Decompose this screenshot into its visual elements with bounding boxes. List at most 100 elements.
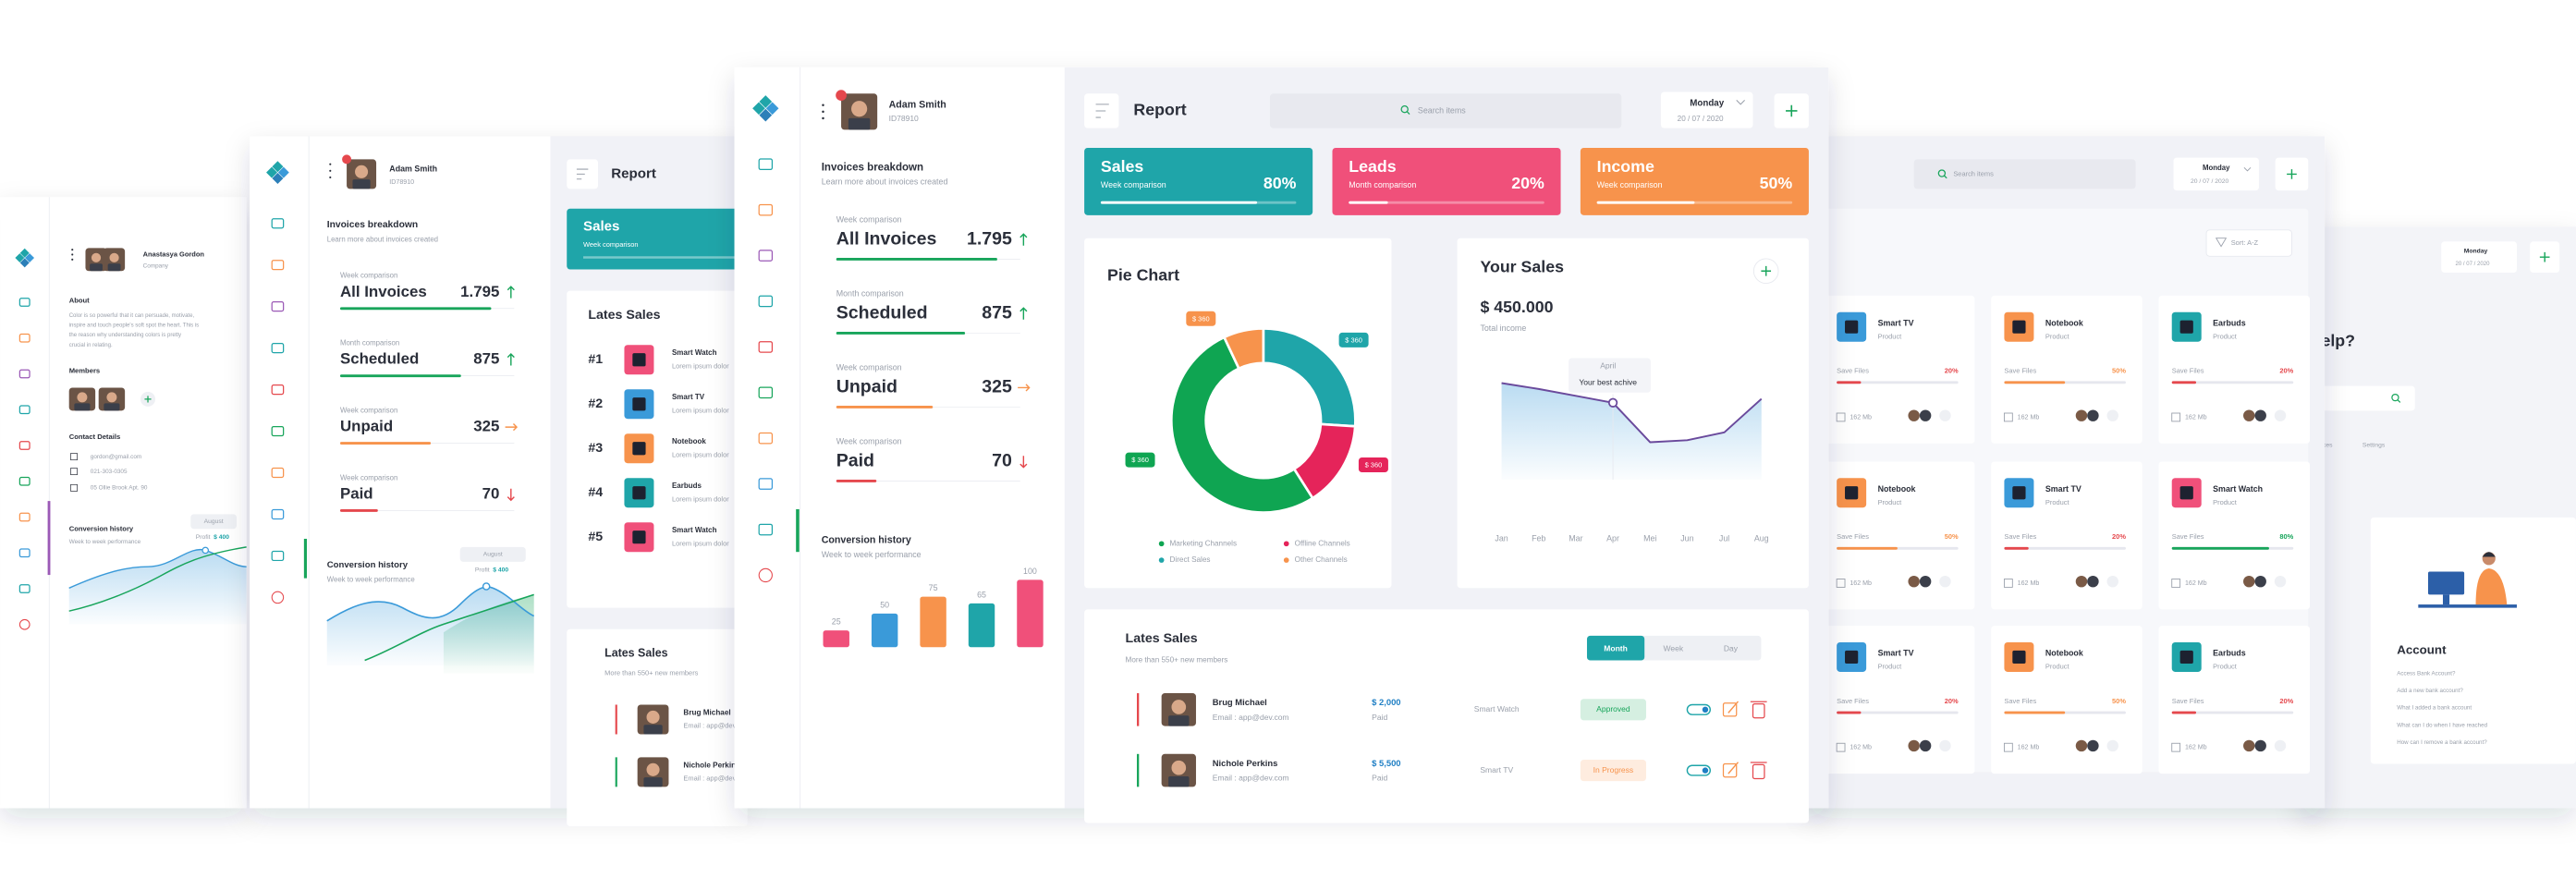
product: Smart Watch	[1474, 704, 1520, 713]
nav-icon[interactable]	[18, 476, 31, 486]
nav-icon[interactable]	[758, 523, 774, 536]
progress-bar	[2171, 381, 2197, 384]
toggle[interactable]	[1686, 764, 1711, 776]
kpi-subtitle: Week comparison	[583, 240, 639, 249]
sales-line	[1501, 382, 1763, 444]
payment-status: Paid	[1372, 774, 1387, 783]
toggle-knob	[1702, 767, 1709, 774]
section-title: Members	[69, 367, 100, 375]
faq-item[interactable]: How can I remove a bank account?	[2397, 739, 2487, 746]
size-icon	[2171, 742, 2181, 752]
nav-icon[interactable]	[271, 384, 285, 396]
file-size: 162 Mb	[2185, 579, 2207, 587]
help-icon	[758, 567, 773, 583]
bar	[1017, 579, 1044, 648]
active-indicator	[796, 508, 800, 553]
invoice-value: 70	[482, 484, 500, 502]
nav-icon[interactable]	[18, 548, 31, 558]
bar-value-label: 25	[832, 617, 841, 627]
avatar-body	[107, 263, 121, 272]
x-tick-label: Jan	[1495, 533, 1508, 543]
nav-icon[interactable]	[758, 478, 774, 490]
nav-icon[interactable]	[271, 550, 285, 562]
edit-button[interactable]	[1722, 762, 1738, 778]
nav-icon[interactable]	[271, 508, 285, 520]
card-subtitle: More than 550+ new members	[1126, 656, 1228, 665]
kpi-title: Income	[1597, 157, 1654, 176]
edit-button[interactable]	[1722, 702, 1738, 717]
day: Monday	[2203, 164, 2230, 172]
x-tick-label: Jul	[1719, 533, 1729, 543]
nav-icon[interactable]	[18, 369, 31, 379]
faq-item[interactable]: What can I do when I have reached	[2397, 722, 2487, 728]
product-glyph	[2012, 320, 2026, 334]
x-tick-label: Apr	[1606, 533, 1619, 543]
nav-icon[interactable]	[758, 158, 774, 171]
search-placeholder: Search items	[1418, 105, 1466, 115]
nav-icon[interactable]	[18, 333, 31, 343]
nav-icon[interactable]	[271, 467, 285, 479]
nav-icon[interactable]	[271, 425, 285, 437]
product-text: Lorem ipsum dolor	[672, 494, 729, 503]
nav-icon[interactable]	[18, 584, 31, 593]
tab[interactable]: Day	[1724, 643, 1739, 652]
legend-dot	[1158, 541, 1165, 547]
member-avatar	[2254, 739, 2266, 752]
nav-icon[interactable]	[18, 298, 31, 307]
search-box[interactable]	[1269, 93, 1622, 128]
nav-icon[interactable]	[18, 405, 31, 415]
nav-icon[interactable]	[758, 295, 774, 308]
kpi-title: Leads	[1349, 157, 1396, 176]
sort-label: Sort: A-Z	[2231, 238, 2259, 247]
card-title: Your Sales	[1480, 257, 1564, 275]
faq-item[interactable]: What I added a bank account	[2397, 705, 2472, 712]
avatar-face	[77, 392, 88, 403]
nav-icon[interactable]	[758, 203, 774, 216]
product-name: Smart Watch	[2213, 484, 2263, 494]
faq-item[interactable]: Access Bank Account?	[2397, 670, 2456, 677]
tab[interactable]: ices	[2321, 442, 2333, 448]
bar	[920, 596, 946, 648]
logo-piece	[25, 253, 35, 263]
tab[interactable]: Month	[1604, 643, 1628, 652]
nav-icon[interactable]	[271, 343, 285, 354]
kpi-title: Sales	[583, 218, 619, 234]
tab[interactable]: Settings	[2362, 442, 2386, 448]
product-name: Smart Watch	[672, 526, 717, 534]
nav-icon[interactable]	[758, 386, 774, 399]
chevron	[1736, 100, 1745, 105]
kpi-title: Sales	[1101, 157, 1144, 176]
date-box[interactable]	[1660, 91, 1753, 128]
nav-icon[interactable]	[18, 512, 31, 522]
kpi-subtitle: Week comparison	[1597, 180, 1663, 189]
files-label: Save Files	[2004, 532, 2036, 541]
tab[interactable]: Week	[1663, 643, 1683, 652]
chart-line	[326, 586, 535, 622]
nav-icon[interactable]	[758, 250, 774, 262]
delete-button[interactable]	[1752, 702, 1765, 719]
toggle[interactable]	[1686, 703, 1711, 715]
nav-icon[interactable]	[758, 341, 774, 353]
nav-icon[interactable]	[271, 260, 285, 271]
nav-icon[interactable]	[18, 441, 31, 450]
delete-button[interactable]	[1752, 763, 1765, 780]
section-subtitle: Week to week performance	[327, 575, 415, 583]
kpi-card	[567, 208, 748, 270]
faq-item[interactable]: Add a new bank account?	[2397, 688, 2463, 694]
product-glyph	[632, 442, 646, 456]
user-role: Company	[143, 263, 169, 270]
files-label: Save Files	[1837, 532, 1869, 541]
date-box[interactable]	[2173, 157, 2259, 191]
sort-button[interactable]	[2205, 229, 2292, 257]
files-label: Save Files	[2172, 532, 2204, 541]
kpi-progress	[1596, 201, 1695, 204]
search-box[interactable]	[1913, 159, 2136, 189]
nav-icon[interactable]	[271, 301, 285, 312]
monitor-stand	[2442, 594, 2450, 605]
product-glyph	[2179, 486, 2193, 500]
nav-icon[interactable]	[271, 218, 285, 229]
kpi-track	[1349, 201, 1544, 204]
nav-icon[interactable]	[758, 432, 774, 445]
help-icon	[18, 618, 31, 630]
invoice-value: 1.795	[460, 283, 499, 300]
